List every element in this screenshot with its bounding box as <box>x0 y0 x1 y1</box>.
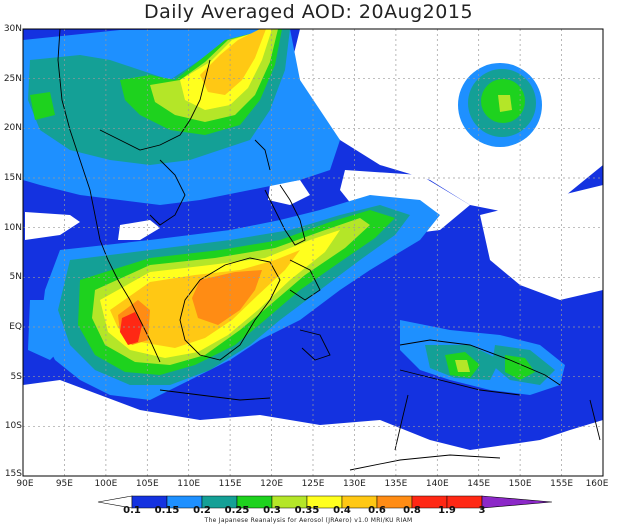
lon-label: 90E <box>16 479 34 489</box>
lat-label: 10S <box>4 421 22 431</box>
lat-label: 15S <box>4 469 22 479</box>
lon-label: 160E <box>585 479 609 489</box>
lon-label: 105E <box>135 479 159 489</box>
lon-label: 145E <box>467 479 491 489</box>
colorbar-label: 0.2 <box>193 505 211 516</box>
aod-level-1.9 <box>120 312 142 345</box>
colorbar-label: 0.8 <box>403 505 421 516</box>
lat-label: 15N <box>3 173 22 183</box>
colorbar-label: 0.1 <box>123 505 141 516</box>
lat-label: 30N <box>3 24 22 34</box>
colorbar-label: 0.3 <box>263 505 281 516</box>
lon-label: 100E <box>94 479 118 489</box>
map-frame <box>22 28 604 477</box>
lon-label: 120E <box>260 479 284 489</box>
aod-field <box>23 29 603 476</box>
colorbar <box>97 495 553 509</box>
lon-label: 125E <box>301 479 325 489</box>
colorbar-label: 0.35 <box>294 505 320 516</box>
colorbar-label: 0.4 <box>333 505 351 516</box>
colorbar-label: 0.6 <box>368 505 386 516</box>
colorbar-label: 1.9 <box>438 505 456 516</box>
gridlines <box>23 29 603 476</box>
lat-label: 25N <box>3 74 22 84</box>
colorbar-high-arrow <box>481 495 553 509</box>
lon-label: 95E <box>55 479 73 489</box>
colorbar-label: 0.25 <box>224 505 250 516</box>
colorbar-label: 3 <box>478 505 486 516</box>
lat-label: 5S <box>10 372 22 382</box>
colorbar-label: 0.15 <box>154 505 180 516</box>
lon-label: 130E <box>342 479 366 489</box>
map-title: Daily Averaged AOD: 20Aug2015 <box>143 1 474 23</box>
lon-label: 155E <box>550 479 574 489</box>
lat-label: 5N <box>9 272 22 282</box>
lon-label: 135E <box>384 479 408 489</box>
credit-line: The Japanese Reanalysis for Aerosol (JRA… <box>204 517 413 524</box>
lat-label: EQ <box>9 322 22 332</box>
lon-label: 140E <box>425 479 449 489</box>
lon-label: 115E <box>218 479 242 489</box>
lat-label: 20N <box>3 123 22 133</box>
lat-label: 10N <box>3 223 22 233</box>
lon-label: 150E <box>508 479 532 489</box>
lon-label: 110E <box>177 479 201 489</box>
